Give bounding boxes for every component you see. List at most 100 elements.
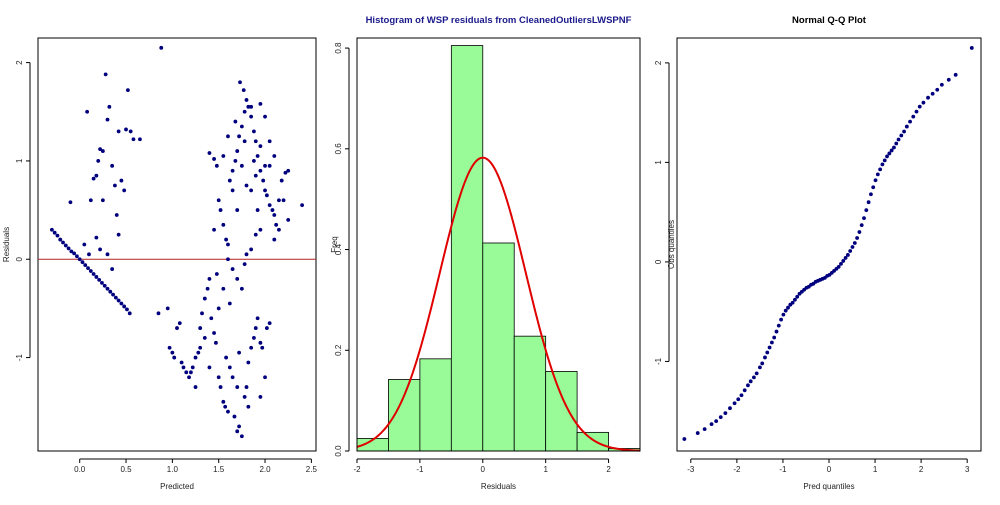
data-point (100, 149, 105, 153)
x-tick-label: 3 (965, 465, 970, 474)
data-point (113, 295, 118, 300)
data-point (244, 385, 249, 389)
data-point (98, 247, 102, 252)
data-point (113, 183, 117, 188)
data-point (170, 350, 175, 355)
data-point (300, 203, 304, 208)
data-point (94, 235, 99, 240)
data-point (277, 227, 281, 232)
x-tick-label: 0.5 (120, 465, 132, 474)
data-point (116, 298, 121, 303)
data-point (105, 286, 110, 291)
data-point (100, 198, 105, 203)
data-point (82, 242, 87, 247)
histogram-panel: -2 -1 0 1 2 0.0 0.2 0.4 0.6 0.8 Residuals Freq Histo… (330, 15, 641, 491)
qq-point (754, 371, 759, 376)
data-point (237, 424, 241, 429)
qq-point (866, 200, 871, 205)
data-point (131, 137, 136, 142)
qq-point (902, 129, 906, 134)
data-point (226, 257, 230, 262)
qq-point (781, 312, 786, 317)
data-point (237, 350, 241, 355)
data-point (175, 326, 179, 330)
data-point (272, 213, 277, 217)
data-point (258, 144, 263, 149)
data-point (214, 272, 219, 276)
data-point (214, 163, 219, 168)
data-point (187, 375, 191, 380)
qq-point (946, 77, 951, 82)
data-point (91, 176, 96, 181)
data-point (202, 336, 207, 340)
data-point (226, 242, 230, 247)
y-tick-label: 1 (654, 160, 663, 165)
qq-point (774, 329, 779, 334)
data-point (125, 88, 130, 93)
histogram-bar (388, 379, 421, 452)
qq-point (769, 340, 774, 345)
data-point (249, 345, 254, 350)
histogram-bar (419, 358, 452, 452)
x-tick-label: 2 (919, 465, 924, 474)
data-point (66, 246, 71, 251)
qq-point (682, 437, 687, 441)
data-point (119, 301, 124, 306)
qq-point (845, 253, 850, 257)
data-point (207, 365, 212, 370)
qq-point (930, 91, 935, 96)
qq-point (899, 133, 904, 138)
plot-frame (356, 37, 641, 452)
y-tick-label: 1 (15, 158, 24, 163)
data-point (193, 355, 198, 360)
data-point (241, 88, 246, 93)
histogram-bar (482, 242, 515, 452)
data-point (235, 429, 240, 434)
data-point (83, 263, 88, 268)
data-point (249, 188, 254, 193)
data-point (216, 306, 221, 311)
y-tick-label: 2 (15, 60, 24, 65)
data-point (255, 316, 260, 321)
qq-point (926, 95, 930, 100)
data-point (127, 311, 132, 316)
data-point (96, 159, 101, 163)
data-point (224, 237, 229, 242)
qq-point (889, 148, 894, 153)
data-point (253, 326, 258, 330)
qq-point (763, 355, 767, 360)
data-point (238, 80, 242, 85)
y-tick-label: -1 (654, 357, 663, 365)
data-point (218, 385, 223, 389)
data-point (216, 198, 221, 203)
data-point (263, 163, 267, 168)
plot-title: Histogram of WSP residuals from CleanedO… (366, 15, 632, 26)
data-point (156, 311, 161, 316)
data-point (286, 218, 291, 222)
qq-point (772, 335, 777, 340)
data-point (61, 240, 65, 245)
data-point (209, 316, 214, 321)
data-point (252, 336, 256, 340)
x-tick-label: 0 (481, 465, 486, 474)
x-tick-label: -1 (779, 465, 787, 474)
qq-point (850, 245, 855, 249)
data-point (98, 147, 102, 152)
qq-point (718, 415, 723, 420)
qq-point (723, 411, 728, 416)
qq-point (939, 82, 944, 87)
x-tick-label: 2.0 (259, 465, 271, 474)
qq-point (779, 317, 783, 322)
x-tick-label: -2 (733, 465, 741, 474)
data-point (246, 360, 251, 365)
data-point (270, 208, 275, 212)
data-point (105, 252, 110, 257)
data-point (97, 278, 102, 282)
data-point (216, 375, 221, 380)
data-point (279, 178, 284, 183)
data-point (233, 159, 238, 163)
data-point (223, 404, 228, 409)
qq-point (702, 427, 707, 432)
qq-point (748, 379, 753, 384)
qq-point (742, 388, 747, 393)
